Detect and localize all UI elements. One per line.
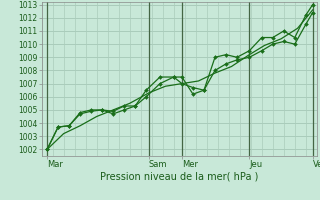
X-axis label: Pression niveau de la mer( hPa ): Pression niveau de la mer( hPa ) bbox=[100, 172, 258, 182]
